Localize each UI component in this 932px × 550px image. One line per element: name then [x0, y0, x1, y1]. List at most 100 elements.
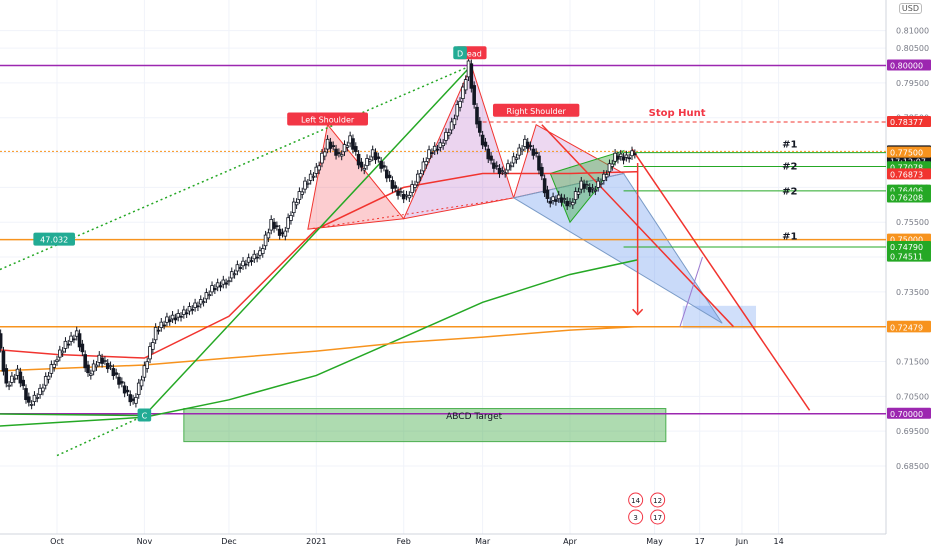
- candle-body: [525, 141, 530, 149]
- candle-body: [10, 375, 14, 383]
- candle-body: [18, 371, 23, 384]
- candle-body: [204, 292, 209, 300]
- candle-body: [280, 232, 285, 235]
- candle-body: [52, 363, 56, 368]
- trend-line: [0, 413, 145, 417]
- candle-body: [475, 106, 479, 125]
- candle-body: [131, 398, 135, 401]
- candle-body: [523, 138, 527, 147]
- arrow-head: [632, 308, 644, 316]
- candle-body: [368, 159, 372, 162]
- candle-body: [58, 349, 62, 358]
- candle-body: [418, 173, 423, 178]
- candle-body: [145, 361, 149, 369]
- candle-body: [275, 225, 279, 228]
- candle-body: [486, 148, 491, 160]
- candle-body: [356, 153, 361, 166]
- candle-body: [291, 201, 296, 214]
- candle-body: [46, 375, 51, 380]
- price-label: 0.77500: [890, 149, 923, 158]
- candle-body: [213, 287, 217, 291]
- candle-body: [227, 280, 231, 283]
- candle-body: [263, 234, 268, 247]
- candle-body: [94, 364, 99, 368]
- candle-body: [413, 184, 417, 188]
- candle-body: [582, 183, 586, 189]
- candle-body: [410, 184, 414, 194]
- candle-body: [607, 163, 612, 173]
- candle-body: [387, 174, 392, 179]
- candle-body: [503, 172, 507, 175]
- price-label: 0.77078: [890, 163, 923, 172]
- candle-body: [500, 170, 505, 173]
- candle-body: [201, 301, 206, 304]
- candle-body: [492, 162, 496, 169]
- candle-body: [7, 384, 11, 387]
- candle-body: [187, 306, 192, 312]
- x-tick-label: Feb: [397, 537, 411, 546]
- candle-body: [407, 195, 412, 199]
- candle-body: [384, 169, 389, 179]
- candle-body: [63, 340, 68, 349]
- candle-body: [218, 285, 223, 288]
- candle-body: [74, 330, 79, 337]
- moving-average-line: [0, 259, 638, 427]
- candle-body: [232, 273, 237, 276]
- price-label-bg: [887, 59, 931, 71]
- candle-body: [489, 155, 493, 161]
- up-arrow: [679, 256, 703, 327]
- candle-body: [69, 335, 73, 342]
- candles: [0, 56, 637, 410]
- candle-body: [162, 324, 166, 327]
- candle-body: [461, 86, 465, 99]
- currency-badge[interactable]: USD: [898, 3, 922, 14]
- candle-body: [427, 149, 431, 160]
- candle-body: [49, 364, 54, 374]
- x-tick-label: Apr: [563, 537, 578, 546]
- candle-body: [616, 155, 620, 160]
- candle-body: [599, 182, 603, 185]
- candle-body: [159, 321, 164, 328]
- candle-body: [142, 365, 147, 378]
- event-marker-label: 17: [653, 514, 662, 522]
- candle-body: [241, 260, 245, 267]
- candle-body: [554, 199, 558, 202]
- candle-body: [559, 197, 564, 203]
- candle-body: [117, 376, 121, 385]
- candle-body: [0, 333, 3, 349]
- candle-body: [444, 131, 448, 141]
- candle-body: [452, 118, 457, 126]
- candle-body: [77, 333, 82, 348]
- candle-body: [472, 85, 476, 105]
- y-tick-label: 0.75500: [896, 218, 929, 227]
- candle-body: [359, 161, 364, 168]
- candle-body: [289, 215, 293, 221]
- annotation-label: Right Shoulder: [507, 107, 567, 116]
- candle-body: [463, 79, 468, 91]
- candle-body: [182, 309, 186, 315]
- candle-body: [97, 354, 102, 363]
- candle-body: [24, 388, 28, 400]
- candle-body: [399, 191, 403, 194]
- trend-line-dotted: [56, 414, 145, 457]
- candle-body: [401, 193, 406, 200]
- candle-body: [153, 326, 158, 341]
- candle-body: [627, 157, 631, 160]
- candle-body: [404, 194, 409, 197]
- event-marker: [650, 492, 666, 508]
- candle-body: [29, 403, 34, 406]
- candle-body: [421, 161, 426, 172]
- candle-body: [80, 343, 85, 353]
- price-label: 0.76208: [890, 194, 923, 203]
- candle-body: [294, 201, 299, 206]
- candle-body: [91, 363, 96, 372]
- candle-body: [269, 219, 274, 231]
- candle-body: [66, 343, 71, 346]
- candle-body: [32, 394, 37, 402]
- annotation-tag: [137, 408, 152, 422]
- candle-body: [571, 201, 575, 206]
- candle-body: [60, 350, 65, 354]
- candle-body: [565, 200, 569, 207]
- candle-body: [111, 368, 116, 377]
